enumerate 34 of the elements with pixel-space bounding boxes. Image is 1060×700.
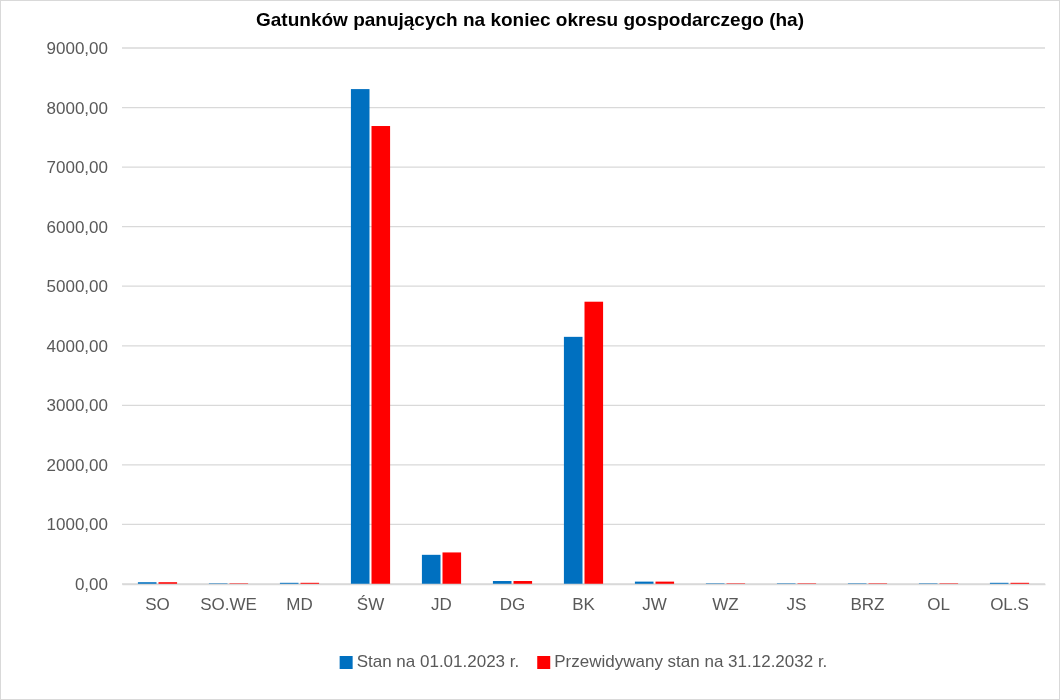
- x-tick-label: MD: [286, 595, 313, 615]
- legend-label: Przewidywany stan na 31.12.2032 r.: [554, 652, 828, 671]
- bar: [492, 581, 512, 584]
- x-tick-label: JW: [642, 595, 667, 615]
- y-tick-label: 2000,00: [46, 455, 108, 475]
- bar: [513, 581, 533, 584]
- y-tick-label: 8000,00: [46, 98, 108, 118]
- y-tick-label: 6000,00: [46, 217, 108, 237]
- x-tick-label: JS: [786, 595, 807, 615]
- x-tick-label: BK: [572, 595, 596, 615]
- x-tick-label: SO.WE: [200, 595, 257, 615]
- y-tick-label: 3000,00: [46, 396, 108, 416]
- chart-title: Gatunków panujących na koniec okresu gospodarczego (ha): [256, 9, 804, 30]
- x-tick-label: ŚW: [356, 595, 385, 615]
- bar: [371, 126, 391, 584]
- x-tick-label: JD: [431, 595, 452, 615]
- x-tick-label: BRZ: [850, 595, 885, 615]
- y-tick-label: 0,00: [74, 574, 108, 594]
- y-tick-label: 9000,00: [46, 38, 108, 58]
- bar: [421, 554, 441, 584]
- x-tick-label: OL: [927, 595, 950, 615]
- x-tick-label: WZ: [712, 595, 739, 615]
- bar: [442, 552, 462, 584]
- x-tick-label: SO: [145, 595, 170, 615]
- bar: [563, 336, 583, 584]
- bar: [584, 301, 604, 584]
- y-tick-label: 4000,00: [46, 336, 108, 356]
- y-tick-label: 1000,00: [46, 515, 108, 535]
- y-tick-label: 5000,00: [46, 277, 108, 297]
- x-tick-label: OL.S: [990, 595, 1029, 615]
- y-tick-label: 7000,00: [46, 158, 108, 178]
- legend-label: Stan na 01.01.2023 r.: [356, 652, 520, 671]
- bar: [350, 89, 370, 584]
- x-tick-label: DG: [499, 595, 526, 615]
